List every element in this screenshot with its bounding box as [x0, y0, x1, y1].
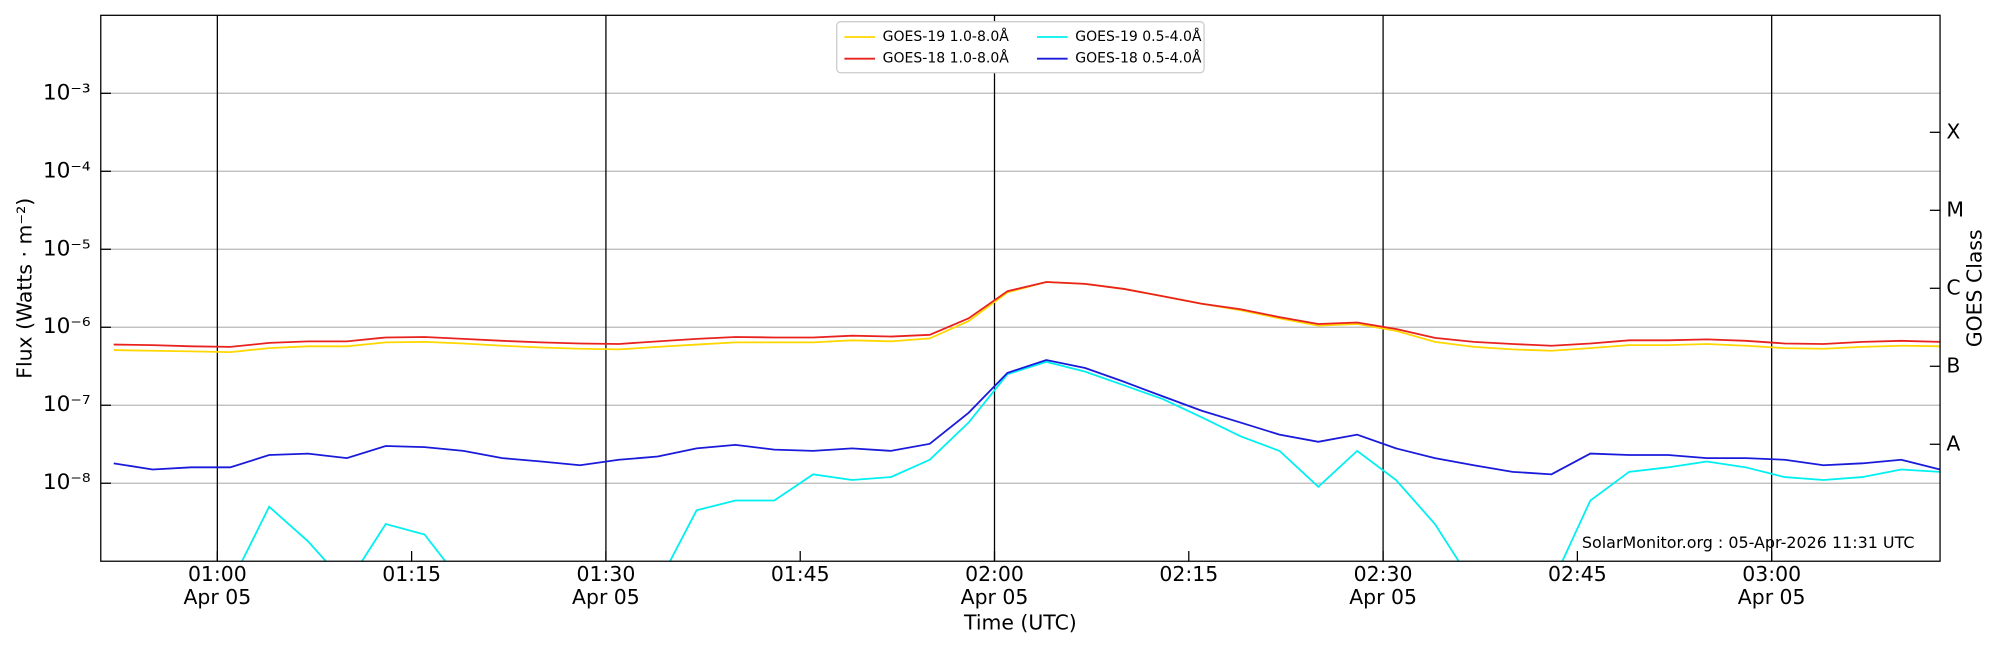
x-tick-label: 01:00: [188, 562, 247, 586]
x-tick-label: 01:15: [382, 562, 441, 586]
legend-label: GOES-19 1.0-8.0Å: [883, 28, 1010, 45]
y-tick-label: 10⁻⁶: [43, 314, 91, 339]
plot-lines: [113, 281, 1941, 562]
x-tick-label: 01:45: [771, 562, 830, 586]
y-tick-label: 10⁻³: [43, 80, 91, 105]
y2-tick-label: X: [1946, 119, 1960, 143]
y-tick-label: 10⁻⁸: [43, 470, 91, 495]
series-line: [113, 281, 1941, 348]
y2-tick-label: B: [1946, 353, 1960, 377]
x-tick-date: Apr 05: [183, 585, 251, 609]
y-tick-label: 10⁻⁵: [43, 236, 91, 261]
x-tick-label: 02:30: [1354, 562, 1413, 586]
x-tick-label: 03:00: [1742, 562, 1801, 586]
x-tick-date: Apr 05: [1349, 585, 1417, 609]
legend-label: GOES-18 1.0-8.0Å: [883, 50, 1010, 67]
x-tick-date: Apr 05: [961, 585, 1029, 609]
x-tick-date: Apr 05: [572, 585, 640, 609]
plot-frame: [100, 14, 1941, 562]
y2-tick-label: M: [1946, 197, 1964, 221]
x-tick-label: 02:15: [1159, 562, 1218, 586]
y2-tick-label: A: [1946, 431, 1960, 455]
x-tick-label: 02:00: [965, 562, 1024, 586]
y2-tick-label: C: [1946, 275, 1960, 299]
legend-label: GOES-18 0.5-4.0Å: [1075, 50, 1202, 67]
y-axis-label: Flux (Watts · m⁻²): [13, 198, 37, 379]
legend-label: GOES-19 0.5-4.0Å: [1075, 28, 1202, 45]
y2-axis-label: GOES Class: [1963, 229, 1987, 347]
annotation: SolarMonitor.org : 05-Apr-2026 11:31 UTC: [1582, 533, 1915, 552]
series-line: [240, 360, 1941, 562]
x-tick-date: Apr 05: [1738, 585, 1806, 609]
x-tick-label: 02:45: [1548, 562, 1607, 586]
series-line: [113, 359, 1941, 476]
y-tick-label: 10⁻⁴: [43, 158, 91, 183]
x-tick-label: 01:30: [577, 562, 636, 586]
legend-box: [836, 21, 1205, 74]
y-tick-label: 10⁻⁷: [43, 392, 91, 417]
x-axis-label: Time (UTC): [963, 611, 1077, 635]
